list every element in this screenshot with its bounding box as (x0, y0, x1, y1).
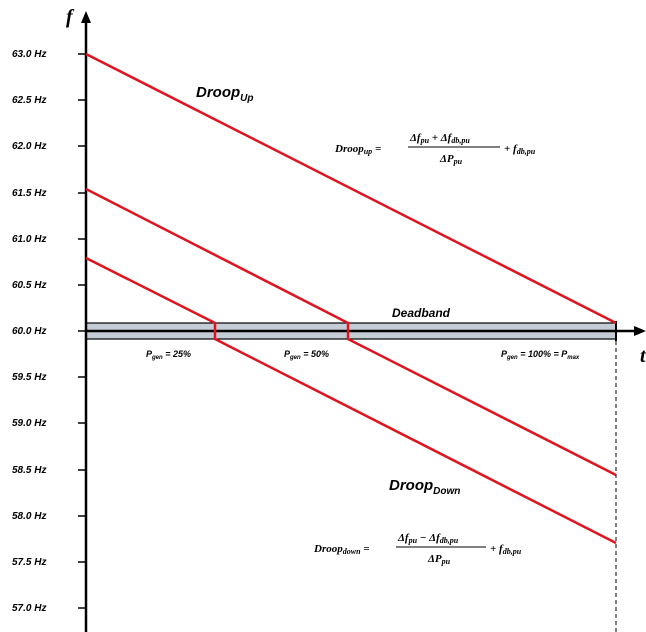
y-tick-label: 60.5 Hz (12, 280, 46, 291)
y-tick-label: 63.0 Hz (12, 49, 46, 60)
droop-down-formula: Droopdown = Δfpu − Δfdb,pu ΔPpu + fdb,pu (313, 532, 522, 566)
y-ticks: 63.0 Hz 62.5 Hz 62.0 Hz 61.5 Hz 61.0 Hz … (12, 49, 86, 614)
droop-lines (85, 52, 617, 545)
pgen-25-label: Pgen = 25% (146, 349, 191, 361)
x-axis-label: t (640, 345, 646, 367)
formula-down-lhs: Droopdown = (313, 543, 370, 556)
formula-up-tail: + fdb,pu (504, 143, 536, 156)
deadband-label: Deadband (392, 306, 451, 320)
droop-up-label: DroopUp (196, 84, 254, 104)
y-tick-label: 57.5 Hz (12, 557, 46, 568)
formula-down-numerator: Δfpu − Δfdb,pu (397, 532, 459, 545)
droop-line-50 (85, 187, 617, 477)
y-tick-label: 58.5 Hz (12, 465, 46, 476)
y-tick-label: 59.0 Hz (12, 418, 46, 429)
formula-up-denominator: ΔPpu (439, 153, 463, 166)
x-axis-arrowhead (634, 326, 646, 336)
y-tick-label: 62.0 Hz (12, 141, 46, 152)
y-tick-label: 62.5 Hz (12, 95, 46, 106)
pgen-100-label: Pgen = 100% = Pmax (501, 349, 580, 361)
y-axis-label: f (66, 6, 75, 28)
pgen-50-label: Pgen = 50% (284, 349, 329, 361)
y-tick-label: 57.0 Hz (12, 603, 46, 614)
y-tick-label: 58.0 Hz (12, 511, 46, 522)
droop-line-100 (85, 52, 617, 325)
droop-up-formula: Droopup = Δfpu + Δfdb,pu ΔPpu + fdb,pu (334, 132, 536, 166)
y-axis-arrowhead (81, 11, 91, 23)
droop-down-label: DroopDown (389, 477, 460, 497)
formula-up-numerator: Δfpu + Δfdb,pu (409, 132, 470, 145)
y-tick-label: 59.5 Hz (12, 372, 46, 383)
droop-line-25 (85, 256, 617, 545)
formula-up-lhs: Droopup = (334, 143, 381, 156)
formula-down-tail: + fdb,pu (490, 543, 522, 556)
formula-down-denominator: ΔPpu (427, 553, 451, 566)
y-tick-label: 60.0 Hz (12, 326, 46, 337)
y-tick-label: 61.5 Hz (12, 188, 46, 199)
y-tick-label: 61.0 Hz (12, 234, 46, 245)
